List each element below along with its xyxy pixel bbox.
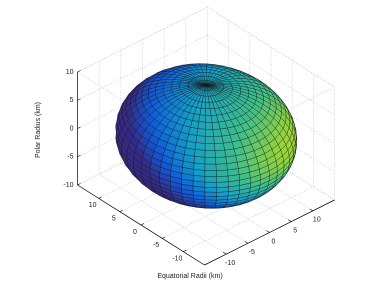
surface-facet [205,129,214,137]
x-tick-label: -5 [249,249,255,256]
grid-line [99,173,227,255]
surface-facet [188,127,199,136]
surface-facet [205,122,214,130]
surface-facet [216,175,229,183]
surface-facet [216,181,229,188]
z-tick [77,183,81,186]
x-axis-label: Equatorial Radii (km) [157,273,222,280]
surface-facet [204,150,216,158]
y-tick [98,196,102,199]
z-tick-label: -10 [63,182,73,189]
x-tick [244,241,248,244]
surface-facet [196,128,206,137]
surface-facet [198,114,206,123]
z-tick [77,154,81,158]
x-tick [223,251,227,255]
surface-facet [214,149,227,158]
x-tick-label: 5 [293,228,297,235]
surface-facet [205,82,214,86]
surface-facet [179,81,190,85]
surface-facet [204,191,217,197]
surface-facet [204,163,217,171]
surface-facet [204,199,217,204]
surface-facet [204,170,217,177]
surface-facet [216,169,229,177]
grid-line [207,6,335,88]
surface-facet [193,156,206,165]
y-tick [140,223,145,226]
surface-facet [204,157,217,165]
surface-facet [216,186,229,193]
z-tick [77,98,81,101]
surface-facet [204,196,217,201]
surface-facet [204,202,217,206]
z-tick [77,70,81,73]
grid-line [77,34,208,101]
x-tick [266,230,270,233]
surface-facet [213,135,224,144]
surface-facet [216,191,229,197]
surface-facet [204,187,217,193]
y-tick-label: 10 [89,202,97,209]
surface-facet [199,108,206,116]
surface-facet [172,79,183,83]
surface-facet [224,148,237,158]
x-tick-label: 0 [272,238,276,245]
y-tick-label: 5 [112,216,116,223]
x-tick-label: -10 [225,260,235,267]
surface-facet [215,156,227,165]
y-tick-label: 0 [133,229,137,236]
surface-facet [195,135,206,144]
y-tick [162,236,166,239]
x-tick-label: 10 [313,217,321,224]
surface-facet [215,163,228,171]
z-tick-label: 0 [70,125,74,132]
x-tick [288,219,292,222]
y-tick [119,209,123,212]
z-tick-label: 5 [70,97,74,104]
surface-facet [214,142,225,151]
z-tick-label: 10 [66,69,74,76]
y-tick [183,249,187,252]
z-tick [77,126,81,129]
surface-facet [195,142,206,151]
surface-facet [204,181,217,188]
z-axis-label: Polar Radius (km) [35,102,42,158]
y-tick-label: -10 [172,256,182,263]
x-tick [309,208,313,212]
surface-facet [204,176,217,183]
surface-facet [205,136,215,144]
surface-facet [204,143,216,151]
grid-line [183,186,314,252]
surface-facet [197,121,206,130]
surface-facet [194,149,206,158]
grid-line [207,34,335,116]
surface-facet [193,162,206,171]
y-tick-label: -5 [153,242,159,249]
grid-line [77,6,208,73]
surface-facet [205,115,213,123]
z-tick-label: -5 [67,154,73,161]
